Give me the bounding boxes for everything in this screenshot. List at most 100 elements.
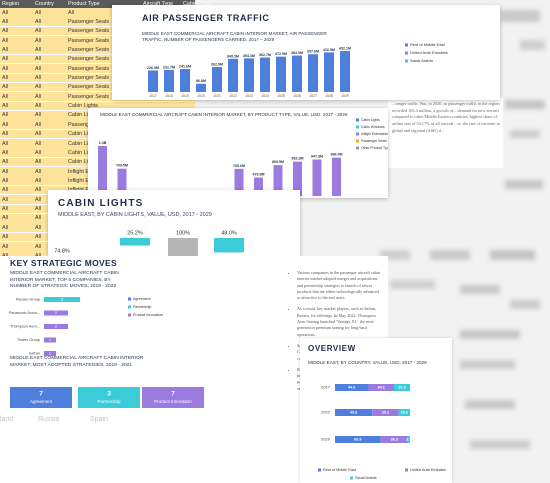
strategy-count: 7 xyxy=(39,391,43,398)
bar-label: 36.3 xyxy=(391,438,398,442)
section-subtitle: MIDDLE EAST COMMERCIAL AIRCRAFT CABIN IN… xyxy=(10,356,144,368)
table-header xyxy=(0,0,195,8)
legend-label: United Arab Emirates xyxy=(410,468,446,472)
bar xyxy=(44,337,56,343)
table-cell: All xyxy=(35,149,41,156)
bar-label: 226.9M xyxy=(147,66,159,70)
bar-label: 479.9M xyxy=(253,172,265,176)
bar xyxy=(273,165,283,196)
faded-label: Spain xyxy=(90,416,108,423)
legend-label: Agreement xyxy=(133,297,151,301)
bar-label: 49.6 xyxy=(350,411,357,415)
bar-segment xyxy=(335,436,381,443)
bar-label: 1 xyxy=(49,352,51,356)
table-cell: Cabin Lights xyxy=(68,140,98,147)
bar xyxy=(98,145,107,196)
legend-label: Product Innovation xyxy=(133,313,163,317)
bar xyxy=(44,351,56,356)
bar-label: 372.0M xyxy=(275,52,287,56)
legend-label: Partnership xyxy=(133,305,151,309)
bar xyxy=(120,238,150,246)
bar-segment xyxy=(335,409,373,416)
bar-label: 86.8M xyxy=(196,79,206,83)
table-cell: All xyxy=(2,206,8,213)
table-header-cell: Product Type xyxy=(68,1,100,7)
table-cell: All xyxy=(2,215,8,222)
table-cell: Cabin Lights xyxy=(68,131,98,138)
bar xyxy=(324,52,334,92)
table-cell: All xyxy=(35,224,41,231)
y-tick-label: Recaro Group xyxy=(16,298,40,302)
table-cell: Passenger Seats xyxy=(68,65,110,72)
traffic-chart: 226.9M 2017 231.7M 2018 241.6M 2019 86.8M 2020 2… xyxy=(147,42,448,98)
bar xyxy=(44,310,68,316)
table-row xyxy=(0,92,195,102)
table-cell: All xyxy=(35,206,41,213)
legend-label: Cabin Windows xyxy=(361,125,385,129)
y-tick-label: Thales Group xyxy=(17,338,40,342)
bar-label: 231.7M xyxy=(163,65,175,69)
strategic-chart: Recaro Group 3 Panasonic Avion... 2 Thompson… xyxy=(0,297,204,423)
bar xyxy=(244,58,254,92)
bar xyxy=(254,177,263,196)
table-header-cell: Region xyxy=(2,1,20,7)
table-cell: All xyxy=(35,28,41,35)
bar-segment xyxy=(398,409,410,416)
bar xyxy=(148,70,158,92)
table-cell: All xyxy=(35,121,41,128)
bar xyxy=(312,159,322,196)
table-cell: All xyxy=(2,140,8,147)
table-cell: All xyxy=(2,168,8,175)
bar-label: 384.0M xyxy=(291,51,303,55)
table-cell: All xyxy=(35,159,41,166)
table-header-cell: Country xyxy=(35,1,54,7)
table-cell: All xyxy=(2,93,8,100)
bullet-item: As a result, key market players, such as… xyxy=(297,306,382,337)
table-cell: Passenger Seats xyxy=(68,56,110,63)
table-cell: All xyxy=(35,140,41,147)
table-cell: All xyxy=(2,103,8,110)
bar-label: 44.6 xyxy=(348,386,355,390)
bar xyxy=(308,54,318,92)
bar-label: 354.3M xyxy=(243,54,255,58)
table-row xyxy=(0,8,195,18)
paragraph: ...senger traffic. But, in 2020, as pass… xyxy=(392,101,500,133)
bar-label: 100% xyxy=(176,230,190,236)
bar-label: 397.6M xyxy=(307,50,319,54)
bar-label: 35.2 xyxy=(382,411,389,415)
bar-label: 996.0M xyxy=(331,153,343,157)
legend-swatch xyxy=(405,43,408,47)
bar xyxy=(234,168,244,196)
legend-swatch xyxy=(128,305,131,309)
table-cell: Passenger Seats xyxy=(68,37,110,44)
card-subtitle: MIDDLE EAST COMMERCIAL AIRCRAFT CABIN IN… xyxy=(100,112,348,117)
card-subtitle: MIDDLE EAST, BY CABIN LIGHTS, VALUE, USD… xyxy=(58,212,212,218)
legend-swatch xyxy=(350,476,353,480)
bar xyxy=(168,238,198,256)
legend-swatch xyxy=(356,125,359,129)
product-chart: 1.3B 709.5M 705.0M 479.9M 800.5M 892.3M 947.3M… xyxy=(98,118,388,196)
x-tick-label: 2029 xyxy=(341,94,349,98)
bar-segment xyxy=(394,384,410,391)
bar-label: 2 xyxy=(55,325,57,329)
table-cell: All xyxy=(2,121,8,128)
traffic-card: AIR PASSENGER TRAFFIC MIDDLE EAST COMMER… xyxy=(112,5,500,100)
bar-label: 1.3B xyxy=(99,141,107,145)
y-tick-label: Safran xyxy=(29,352,40,356)
bar-label: 60.9 xyxy=(354,438,361,442)
strategy-count: 3 xyxy=(107,391,111,398)
bar-label: 25.2% xyxy=(127,230,143,236)
x-tick-label: 2025 xyxy=(277,94,285,98)
table-cell: All xyxy=(35,112,41,119)
table-cell: All xyxy=(2,131,8,138)
legend-swatch xyxy=(405,59,408,63)
table-cell: All xyxy=(2,9,8,16)
table-cell: All xyxy=(2,28,8,35)
bar-label: 21.3 xyxy=(398,386,405,390)
table-cell: All xyxy=(2,37,8,44)
table-row xyxy=(0,45,195,56)
legend-label: Other Product Types xyxy=(361,146,388,150)
bar-label: 416.9M xyxy=(323,48,335,52)
bar-label: 3 xyxy=(61,298,63,302)
strategy-box xyxy=(10,387,72,408)
